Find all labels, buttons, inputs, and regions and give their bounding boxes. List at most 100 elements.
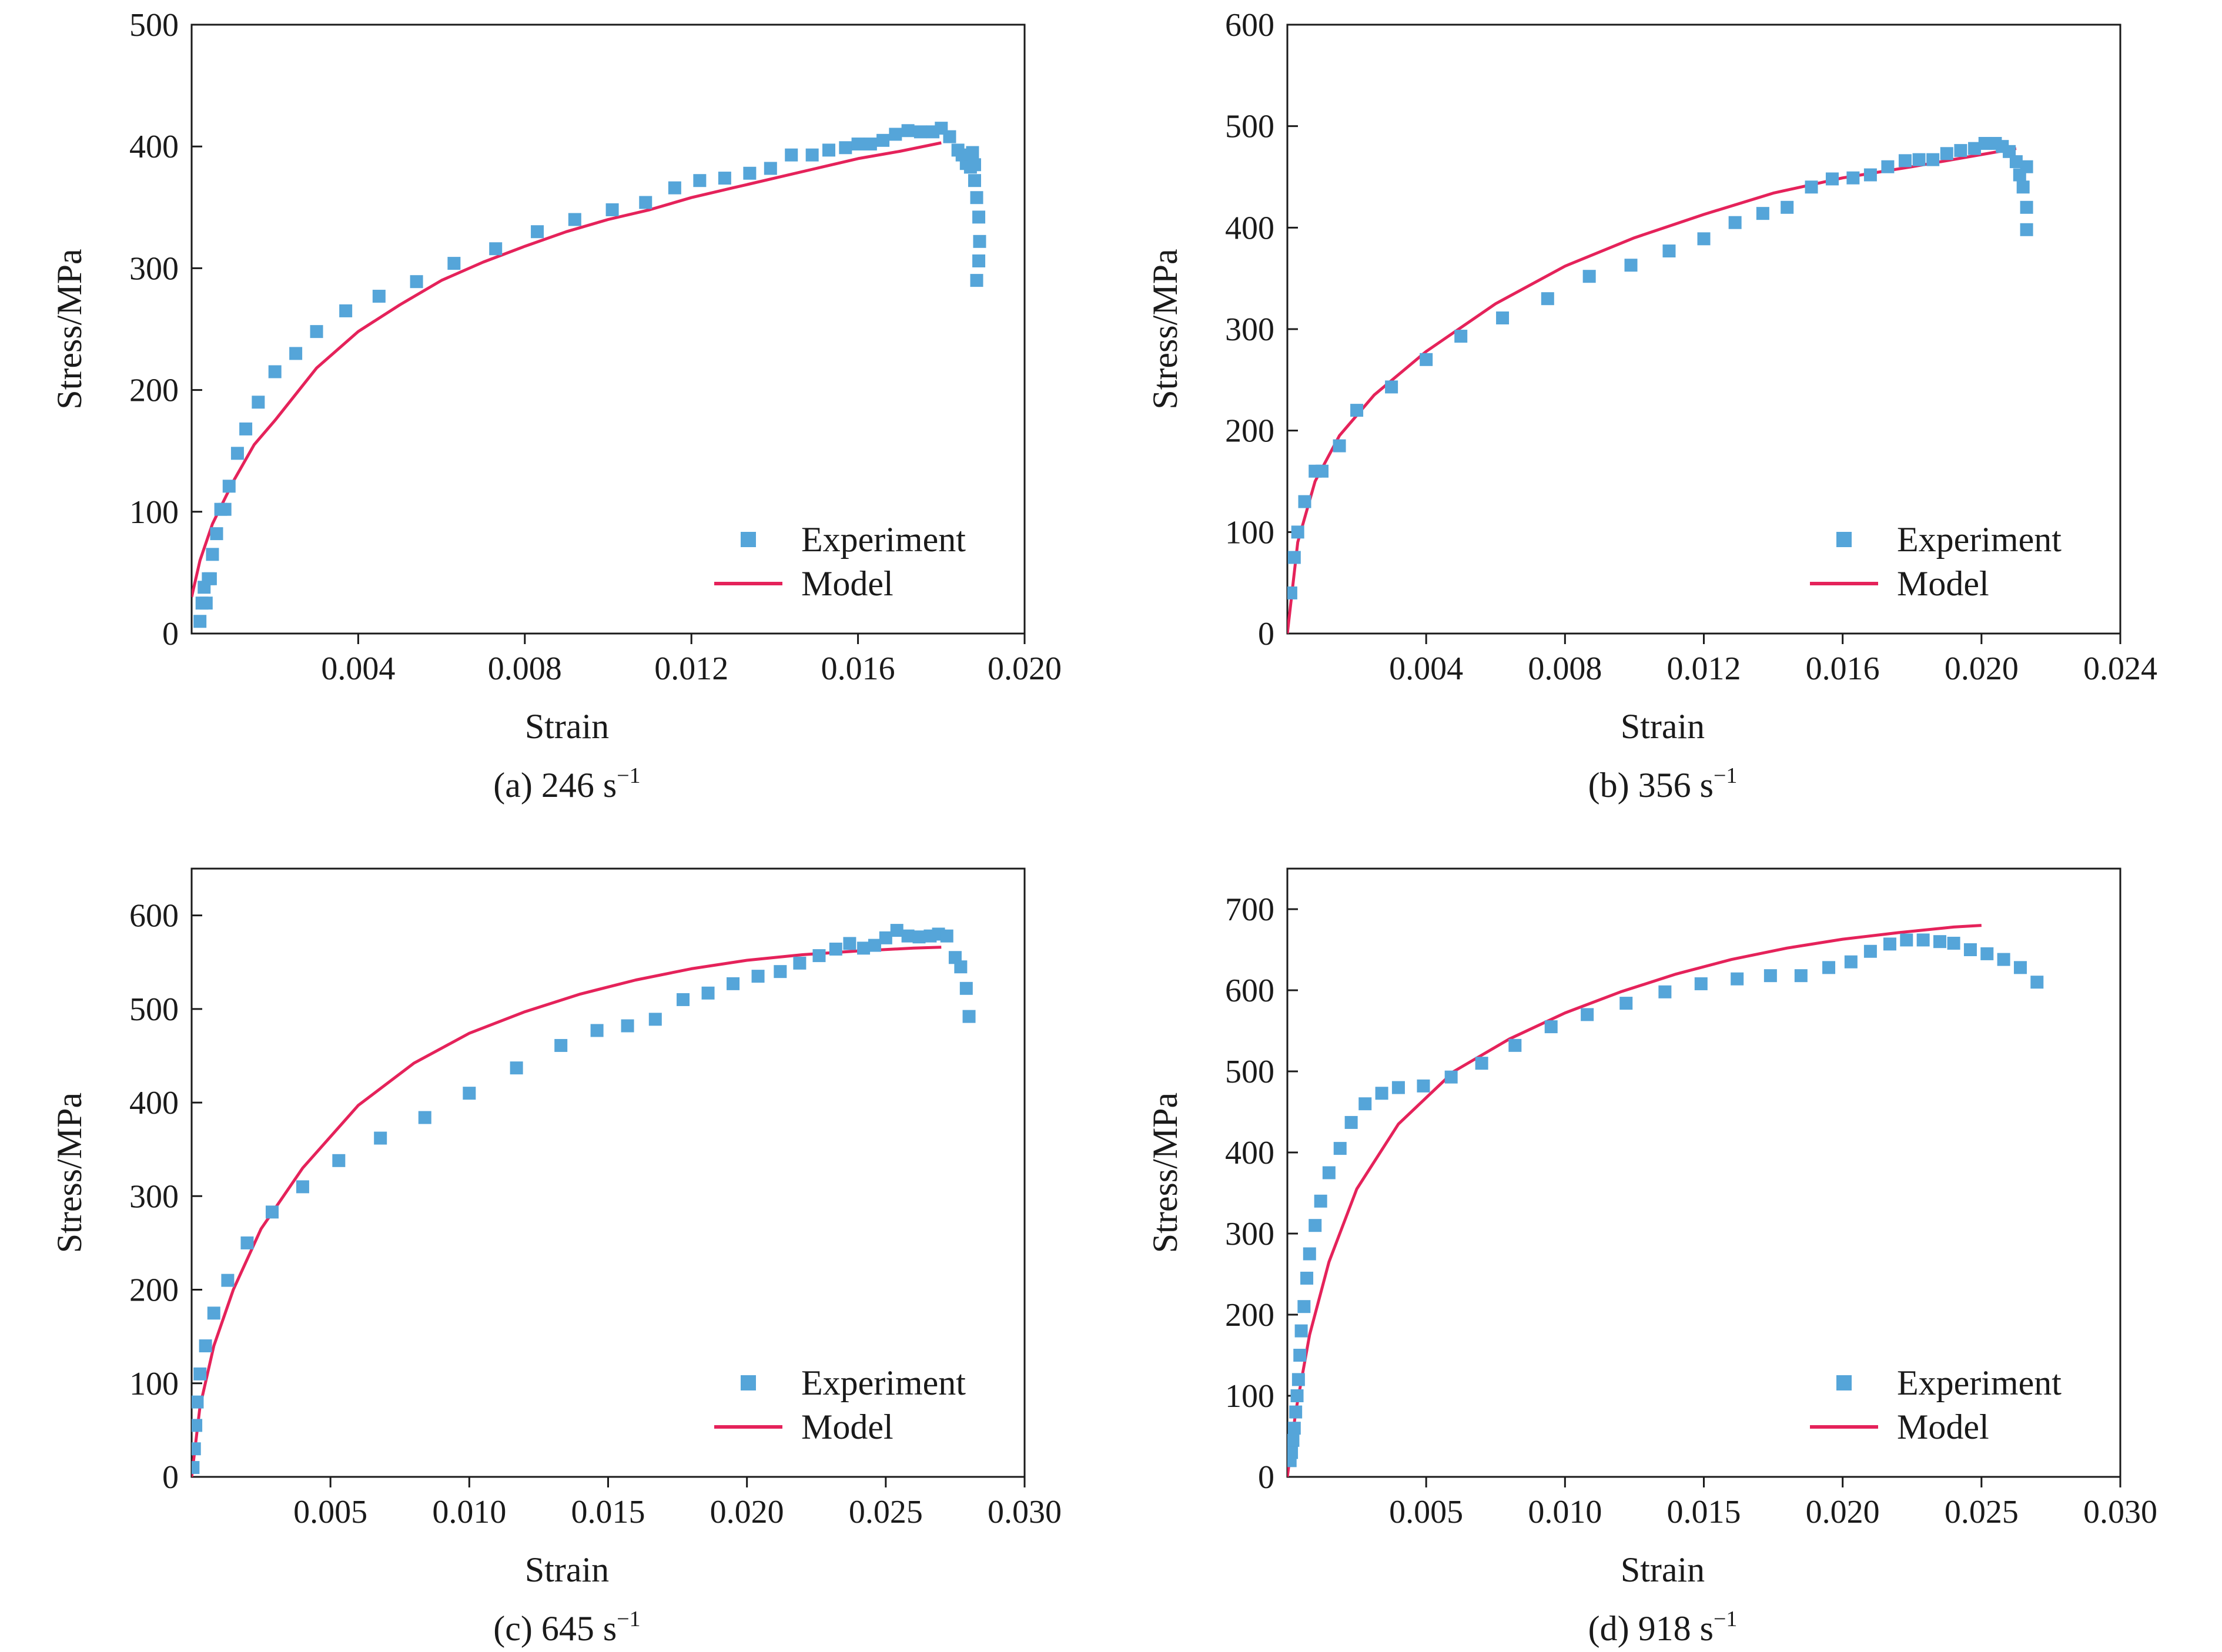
experiment-point — [1287, 1446, 1299, 1459]
experiment-point — [193, 1367, 207, 1380]
experiment-point — [812, 949, 826, 963]
panel-caption: (a) 246 s−1 — [493, 763, 640, 805]
experiment-point — [1289, 1405, 1303, 1419]
experiment-point — [805, 148, 819, 162]
y-tick-label: 200 — [129, 1272, 179, 1309]
experiment-point — [410, 275, 423, 289]
experiment-point — [230, 447, 244, 460]
experiment-point — [1358, 1097, 1372, 1111]
experiment-point — [954, 960, 968, 974]
experiment-point — [510, 1061, 523, 1075]
experiment-point — [568, 213, 581, 226]
experiment-point — [332, 1154, 346, 1167]
experiment-point — [418, 1111, 431, 1124]
experiment-point — [374, 1131, 387, 1145]
experiment-point — [966, 146, 979, 159]
experiment-point — [839, 141, 852, 155]
experiment-point — [1291, 1373, 1305, 1386]
experiment-point — [1728, 216, 1742, 229]
caption-superscript: −1 — [1714, 763, 1737, 788]
x-tick-label: 0.005 — [1389, 1494, 1463, 1530]
x-tick-label: 0.025 — [1945, 1494, 2019, 1530]
plot-frame — [190, 24, 1026, 635]
experiment-point — [2013, 961, 2027, 974]
y-tick-label: 600 — [1225, 7, 1274, 43]
experiment-point — [1825, 172, 1839, 186]
experiment-point — [310, 325, 323, 339]
experiment-point — [296, 1180, 309, 1194]
legend-model-label: Model — [801, 1408, 894, 1446]
panel-caption: (c) 645 s−1 — [493, 1607, 640, 1648]
experiment-point — [1287, 1433, 1300, 1447]
y-tick-label: 500 — [129, 991, 179, 1028]
experiment-point — [1900, 933, 1913, 947]
caption-text: (b) 356 s — [1588, 766, 1714, 805]
experiment-point — [968, 158, 981, 172]
data-layer — [1287, 924, 2044, 1477]
experiment-point — [1619, 997, 1633, 1010]
experiment-point — [210, 527, 223, 541]
experiment-point — [970, 191, 983, 205]
experiment-point — [1303, 1247, 1316, 1261]
legend-experiment-label: Experiment — [801, 520, 966, 559]
y-tick-label: 700 — [1225, 892, 1274, 928]
experiment-point — [1420, 353, 1433, 366]
x-tick-label: 0.020 — [710, 1494, 784, 1530]
experiment-point — [829, 942, 842, 956]
x-tick-label: 0.016 — [1806, 651, 1880, 687]
experiment-point — [1293, 1349, 1307, 1362]
model-line — [192, 946, 942, 1477]
x-axis-label: Strain — [525, 1550, 609, 1589]
y-tick-label: 300 — [129, 1178, 179, 1215]
experiment-point — [968, 174, 981, 187]
y-tick-label: 400 — [129, 129, 179, 165]
experiment-point — [1454, 330, 1468, 343]
legend-experiment-label: Experiment — [1897, 520, 2062, 559]
caption-superscript: −1 — [1714, 1607, 1737, 1631]
experiment-point — [289, 347, 303, 360]
y-tick-label: 400 — [129, 1085, 179, 1121]
experiment-point — [1475, 1057, 1488, 1070]
experiment-point — [822, 143, 836, 157]
caption-text: (c) 645 s — [493, 1609, 617, 1648]
experiment-point — [890, 924, 903, 937]
experiment-point — [203, 572, 217, 585]
x-tick-label: 0.030 — [988, 1494, 1062, 1530]
experiment-point — [1947, 936, 1960, 950]
experiment-point — [199, 1339, 212, 1353]
legend-experiment-label: Experiment — [801, 1363, 966, 1402]
experiment-point — [206, 548, 219, 561]
experiment-point — [1926, 153, 1940, 166]
experiment-point — [193, 615, 207, 628]
y-tick-label: 200 — [1225, 1297, 1274, 1333]
experiment-point — [727, 977, 740, 990]
legend-model-label: Model — [1897, 564, 1989, 603]
legend: Experiment Model — [714, 520, 966, 603]
caption-superscript: −1 — [617, 763, 640, 788]
legend-experiment-label: Experiment — [1897, 1363, 2062, 1402]
experiment-point — [1309, 1219, 1322, 1232]
experiment-point — [879, 931, 892, 944]
experiment-point — [2009, 155, 2023, 169]
chart-panel-b: 0.004 0.008 0.012 0.016 0.020 0.024 0 100 200 300… — [1146, 7, 2157, 805]
y-axis-label: Stress/MPa — [1146, 1093, 1184, 1253]
experiment-point — [1912, 153, 1926, 166]
experiment-point — [268, 365, 282, 378]
experiment-point — [751, 970, 765, 983]
y-tick-label: 0 — [1258, 1459, 1274, 1496]
experiment-point — [2020, 200, 2033, 214]
y-tick-label: 100 — [1225, 1378, 1274, 1415]
legend-experiment-marker — [1836, 1375, 1852, 1390]
y-tick-label: 500 — [1225, 109, 1274, 145]
experiment-point — [876, 133, 890, 147]
experiment-point — [1287, 586, 1297, 599]
chart-panel-d: 0.005 0.010 0.015 0.020 0.025 0.030 0 100 200 300… — [1146, 867, 2157, 1648]
x-tick-label: 0.004 — [321, 651, 395, 687]
experiment-point — [1391, 1081, 1405, 1094]
experiment-point — [252, 396, 265, 409]
x-tick-label: 0.024 — [2083, 651, 2157, 687]
experiment-point — [2020, 160, 2033, 173]
experiment-point — [843, 937, 856, 950]
experiment-point — [447, 257, 461, 270]
